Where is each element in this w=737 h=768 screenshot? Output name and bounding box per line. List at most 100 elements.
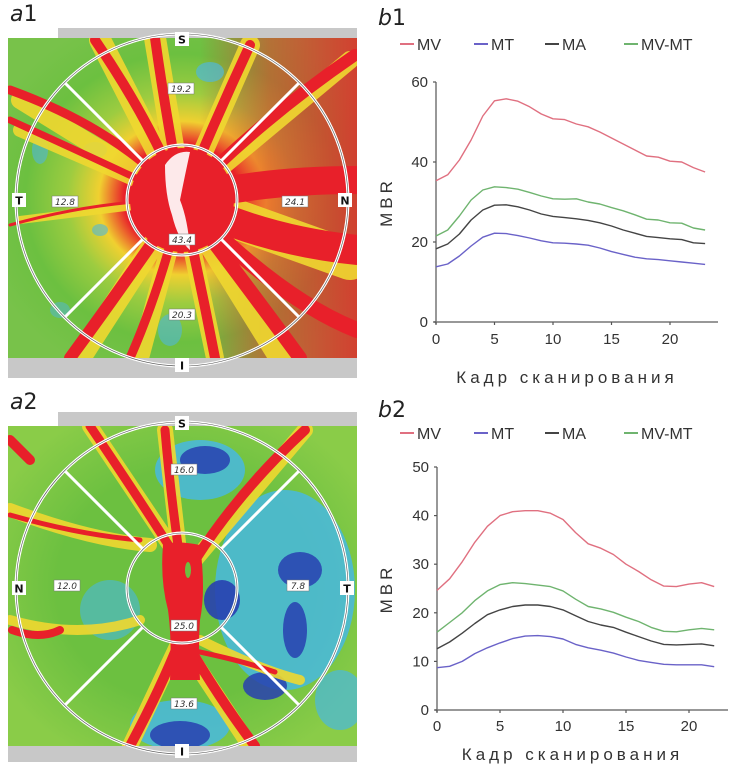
series-line-ma	[435, 204, 706, 250]
sector-value-text: 25.0	[174, 622, 194, 632]
legend-item: MT	[474, 426, 514, 443]
sector-value-superior: 19.2	[167, 82, 195, 95]
series-line-mt	[436, 634, 715, 669]
direction-bottom-text: I	[180, 360, 184, 373]
panel-label-a1: a1	[10, 4, 37, 26]
gray-band-bottom	[8, 744, 357, 762]
x-axis-title: Кадр сканирования	[456, 368, 677, 387]
x-tick-label: 5	[490, 331, 498, 348]
chart-legend: MV MT MA MV-MT	[400, 426, 693, 443]
direction-label-top: S	[175, 416, 189, 431]
direction-label-right: T	[340, 581, 354, 596]
legend-label: MA	[562, 426, 586, 443]
direction-left-text: N	[14, 583, 23, 596]
legend-item: MV	[400, 426, 441, 443]
y-axis-title: MBR	[377, 564, 396, 614]
legend-label: MV-MT	[641, 37, 693, 54]
y-tick-label: 60	[411, 74, 428, 91]
sector-value-right: 7.8	[286, 579, 310, 592]
sector-value-text: 13.6	[174, 700, 194, 710]
x-tick-label: 15	[603, 331, 620, 348]
sector-value-text: 7.8	[291, 582, 306, 592]
series-line-mv-mt	[435, 186, 706, 237]
panel-label-number: 1	[23, 2, 38, 27]
legend-label: MV	[417, 37, 441, 54]
chart-b1: MV MT MA MV-MT 0 20 40 60 0 5 10 15 20 Кадр сканирова…	[377, 37, 718, 387]
sector-value-left: 12.8	[51, 195, 79, 208]
sector-value-inferior: 13.6	[170, 697, 198, 710]
sector-value-inferior: 20.3	[168, 308, 196, 321]
legend-label: MV	[417, 426, 441, 443]
chart-legend: MV MT MA MV-MT	[400, 37, 693, 54]
sector-value-text: 16.0	[174, 466, 194, 476]
panel-label-letter: b	[378, 398, 392, 423]
y-tick-label: 0	[421, 702, 429, 719]
direction-bottom-text: I	[180, 746, 184, 759]
direction-label-top: S	[175, 32, 189, 47]
y-tick-label: 40	[411, 154, 428, 171]
x-tick-label: 5	[496, 718, 504, 735]
direction-label-right: N	[338, 193, 352, 208]
direction-label-bottom: I	[175, 744, 189, 759]
panel-label-letter: a	[10, 390, 24, 415]
legend-item: MA	[545, 37, 586, 54]
chart-b2: MV MT MA MV-MT 0 10 20 30 40 50 0 5 10 15 20 Кадр скани…	[377, 426, 728, 764]
legend-label: MV-MT	[641, 426, 693, 443]
sector-value-text: 12.0	[57, 582, 77, 592]
legend-item: MT	[474, 37, 514, 54]
panel-label-number: 1	[391, 6, 406, 31]
x-axis-title: Кадр сканирования	[462, 745, 683, 764]
panel-label-a2: a2	[10, 392, 37, 414]
sector-value-text: 24.1	[285, 198, 305, 208]
legend-item: MA	[545, 426, 586, 443]
panel-label-b2: b2	[378, 400, 406, 422]
direction-right-text: T	[343, 583, 351, 596]
y-tick-label: 40	[412, 508, 429, 525]
panel-label-letter: b	[378, 6, 392, 31]
series-line-mt	[435, 232, 706, 268]
legend-label: MT	[491, 426, 514, 443]
sector-value-text: 20.3	[172, 311, 192, 321]
legend-item: MV	[400, 37, 441, 54]
panel-label-number: 2	[23, 390, 38, 415]
sector-value-left: 12.0	[53, 579, 81, 592]
direction-right-text: N	[340, 195, 349, 208]
x-tick-label: 10	[545, 331, 562, 348]
panel-label-b1: b1	[378, 8, 406, 30]
sector-value-text: 19.2	[171, 85, 191, 95]
direction-top-text: S	[178, 418, 186, 431]
fundus-image-a1: S I T N 19.2 12.8 24.1 43.4	[8, 28, 357, 378]
x-tick-label: 15	[618, 718, 635, 735]
y-tick-label: 20	[412, 605, 429, 622]
direction-label-left: N	[12, 581, 26, 596]
y-tick-label: 0	[420, 314, 428, 331]
legend-label: MT	[491, 37, 514, 54]
series-line-mv	[436, 510, 715, 591]
legend-label: MA	[562, 37, 586, 54]
direction-label-bottom: I	[175, 358, 189, 373]
series-line-ma	[436, 604, 715, 650]
sector-value-center: 25.0	[170, 619, 198, 632]
sector-value-superior: 16.0	[170, 463, 198, 476]
sector-value-center: 43.4	[168, 233, 196, 246]
gray-band-top	[58, 412, 357, 426]
legend-item: MV-MT	[624, 426, 693, 443]
x-tick-label: 0	[433, 718, 441, 735]
x-tick-label: 20	[662, 331, 679, 348]
gray-band-top	[58, 28, 357, 38]
y-tick-label: 30	[412, 556, 429, 573]
series-line-mv	[435, 98, 706, 182]
direction-left-text: T	[15, 195, 23, 208]
x-tick-label: 0	[432, 331, 440, 348]
legend-item: MV-MT	[624, 37, 693, 54]
direction-top-text: S	[178, 34, 186, 47]
y-tick-label: 20	[411, 234, 428, 251]
fundus-image-a2: S I N T 16.0 12.0 7.8 25.0	[8, 412, 357, 762]
x-tick-label: 20	[681, 718, 698, 735]
gray-band-bottom	[8, 358, 357, 378]
y-tick-label: 50	[412, 459, 429, 476]
sector-value-right: 24.1	[281, 195, 309, 208]
panel-label-letter: a	[10, 2, 24, 27]
